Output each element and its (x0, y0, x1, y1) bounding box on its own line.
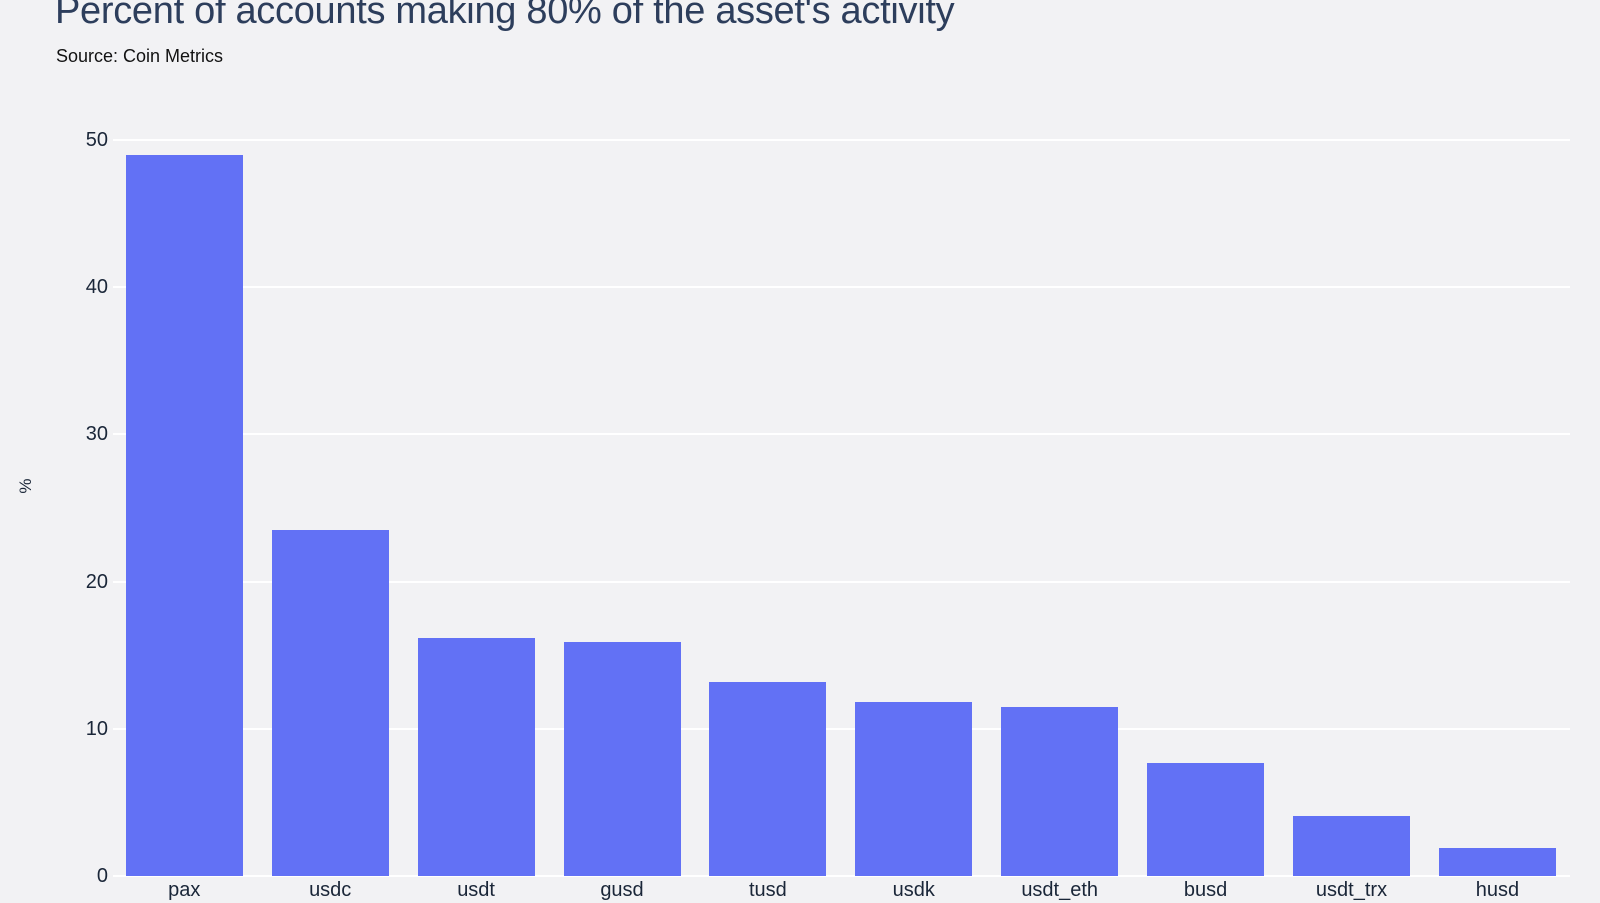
gridline-y-10 (113, 727, 1570, 730)
gridline-y-30 (113, 433, 1570, 436)
gridline-y-0 (113, 875, 1570, 877)
x-tick-label-gusd: gusd (600, 879, 644, 901)
y-tick-label-50: 50 (85, 129, 108, 151)
y-tick-label-10: 10 (85, 717, 108, 740)
bar-usdk (855, 702, 973, 876)
x-tick-label-busd: busd (1183, 879, 1228, 901)
bar-husd (1438, 848, 1556, 876)
x-tick-label-usdt: usdt (457, 879, 495, 901)
gridline-y-50 (113, 139, 1570, 141)
bar-usdt_trx (1293, 815, 1410, 876)
bar-pax (125, 154, 243, 876)
x-tick-label-usdk: usdk (892, 879, 935, 901)
y-tick-label-30: 30 (85, 423, 108, 446)
bar-usdt (417, 637, 535, 876)
x-tick-label-pax: pax (168, 879, 201, 901)
x-tick-label-usdc: usdc (309, 879, 352, 901)
x-tick-label-usdt_eth: usdt_eth (1021, 879, 1099, 901)
x-tick-label-tusd: tusd (748, 879, 787, 901)
bar-busd (1147, 762, 1265, 876)
y-tick-label-20: 20 (85, 570, 108, 593)
gridline-y-20 (113, 580, 1570, 583)
bar-usdc (271, 530, 389, 876)
bar-gusd (563, 641, 681, 876)
y-tick-label-0: 0 (96, 865, 108, 887)
chart-source-subtitle: Source: Coin Metrics (56, 46, 224, 66)
bar-tusd (709, 681, 827, 876)
x-tick-label-husd: husd (1475, 879, 1520, 901)
bar-usdt_eth (1001, 706, 1119, 876)
x-tick-label-usdt_trx: usdt_trx (1315, 879, 1388, 901)
y-tick-label-40: 40 (85, 276, 108, 299)
gridline-y-40 (113, 286, 1570, 289)
chart-title: Percent of accounts making 80% of the as… (55, 0, 955, 32)
